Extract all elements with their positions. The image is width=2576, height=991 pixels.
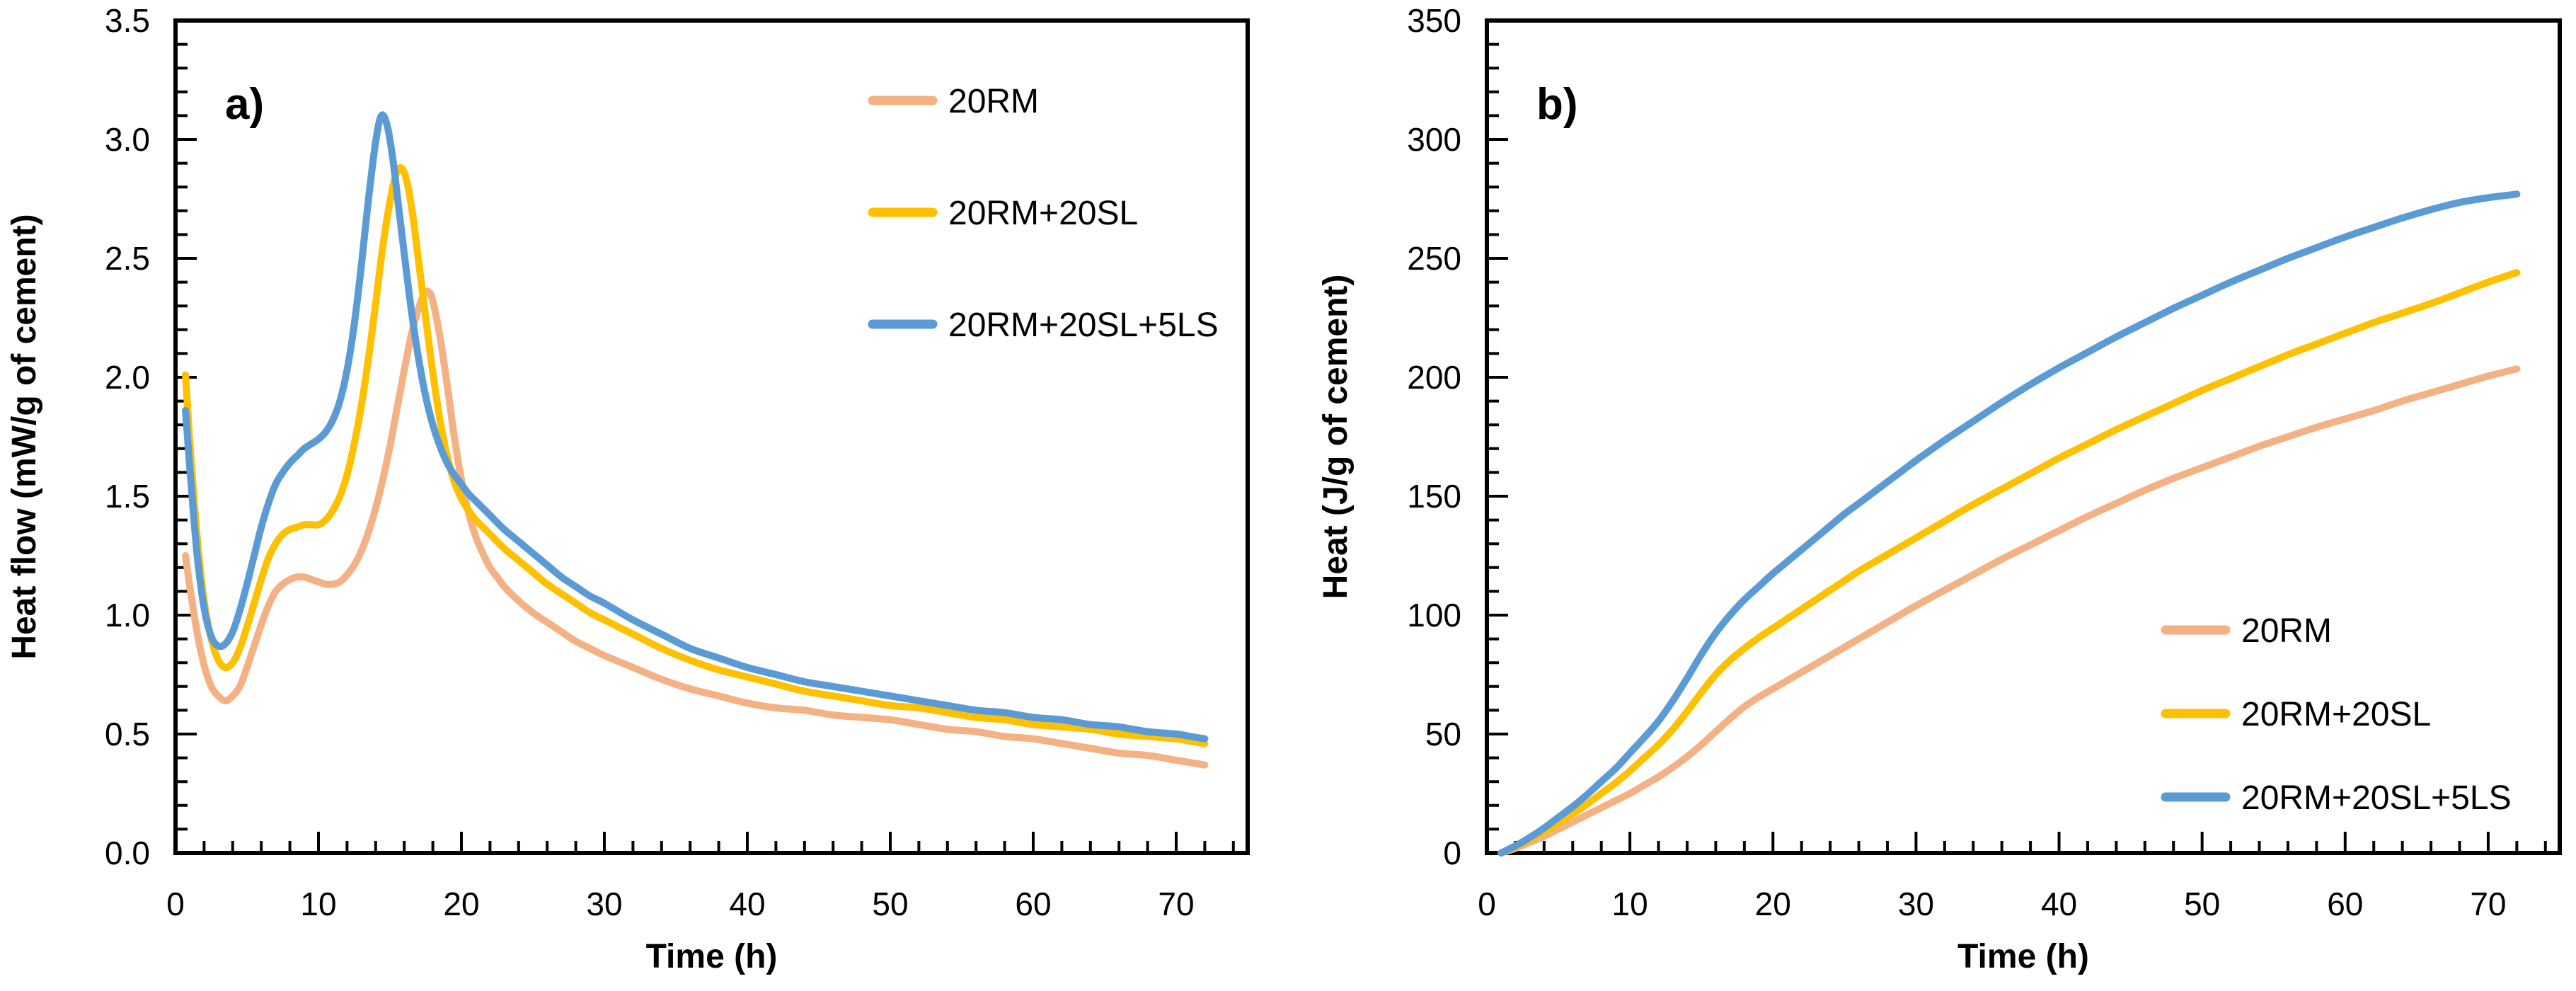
legend-a: 20RM 20RM+20SL 20RM+20SL+5LS	[868, 83, 1219, 344]
x-tick-label-b-10: 10	[1612, 886, 1648, 922]
x-tick-label-a-20: 20	[443, 886, 479, 922]
plot-frame-a	[173, 18, 1250, 855]
y-tick-label-b-50: 50	[1425, 716, 1461, 752]
x-tick-label-b-30: 30	[1898, 886, 1934, 922]
y-tick-label-a-1.0: 1.0	[105, 597, 150, 634]
y-minor-ticks-b	[1487, 42, 1499, 831]
legend-label-a-20RM: 20RM	[948, 83, 1039, 120]
x-minor-ticks-b	[1514, 841, 2547, 853]
curve-b-20RM	[1497, 365, 2521, 857]
plot-frame-b	[1485, 18, 2562, 855]
y-tick-label-a-0.5: 0.5	[105, 716, 150, 752]
y-tick-label-b-350: 350	[1407, 2, 1461, 39]
y-tick-label-b-200: 200	[1407, 359, 1461, 396]
x-tick-label-a-10: 10	[300, 886, 336, 922]
x-major-ticks-b	[1485, 832, 2490, 853]
y-major-ticks-b	[1487, 19, 1508, 854]
y-tick-label-b-100: 100	[1407, 597, 1461, 634]
x-minor-ticks-a	[202, 841, 1235, 853]
y-minor-ticks-a	[176, 42, 188, 831]
x-tick-label-b-40: 40	[2041, 886, 2077, 922]
y-tick-label-a-3.0: 3.0	[105, 121, 150, 158]
x-tick-label-b-20: 20	[1755, 886, 1791, 922]
y-tick-label-b-250: 250	[1407, 240, 1461, 277]
y-tick-label-a-2.5: 2.5	[105, 240, 150, 277]
x-tick-label-a-30: 30	[586, 886, 622, 922]
legend-b: 20RM 20RM+20SL 20RM+20SL+5LS	[2161, 612, 2512, 817]
y-tick-label-b-150: 150	[1407, 478, 1461, 515]
y-axis-title-a: Heat flow (mW/g of cement)	[6, 214, 43, 659]
curve-b-20RM+20SL	[1497, 269, 2521, 857]
legend-label-b-20RM+20SL+5LS: 20RM+20SL+5LS	[2241, 779, 2512, 817]
x-tick-label-a-0: 0	[166, 886, 185, 922]
y-tick-label-a-0.0: 0.0	[105, 835, 150, 871]
x-tick-label-b-0: 0	[1478, 886, 1496, 922]
panel-label-b: b)	[1536, 80, 1578, 129]
y-tick-label-a-1.5: 1.5	[105, 478, 150, 515]
x-major-ticks-a	[174, 832, 1178, 853]
y-tick-label-b-300: 300	[1407, 121, 1461, 158]
x-tick-label-a-50: 50	[872, 886, 908, 922]
x-tick-label-a-70: 70	[1158, 886, 1194, 922]
x-tick-label-b-50: 50	[2184, 886, 2220, 922]
y-tick-label-a-3.5: 3.5	[105, 2, 150, 39]
x-tick-label-a-60: 60	[1015, 886, 1051, 922]
y-tick-label-a-2.0: 2.0	[105, 359, 150, 396]
panel-a-heat-flow-chart: 0 10 20 30 40 50 60 70 0.0 0.5 1.0 1.5 2.0 2.5 3.0 3.5 T…	[6, 2, 1250, 975]
x-tick-label-b-60: 60	[2327, 886, 2363, 922]
legend-label-b-20RM: 20RM	[2241, 612, 2332, 650]
curve-a-20RM+20SL+5LS	[182, 111, 1209, 743]
x-tick-label-a-40: 40	[729, 886, 765, 922]
panel-label-a: a)	[225, 80, 264, 129]
curve-a-20RM+20SL	[182, 164, 1209, 747]
legend-label-b-20RM+20SL: 20RM+20SL	[2241, 696, 2431, 733]
legend-label-a-20RM+20SL: 20RM+20SL	[948, 195, 1138, 232]
y-tick-label-b-0: 0	[1443, 835, 1461, 871]
x-tick-label-b-70: 70	[2470, 886, 2506, 922]
x-axis-title-a: Time (h)	[646, 938, 778, 975]
curve-b-20RM+20SL+5LS	[1497, 190, 2521, 857]
x-axis-title-b: Time (h)	[1957, 938, 2089, 975]
curve-a-20RM	[182, 287, 1209, 769]
legend-label-a-20RM+20SL+5LS: 20RM+20SL+5LS	[948, 307, 1219, 344]
panel-b-cumulative-heat-chart: 0 10 20 30 40 50 60 70 0 50 100 150 200 250 300 350 Time…	[1317, 2, 2562, 975]
y-axis-title-b: Heat (J/g of cement)	[1317, 275, 1355, 600]
